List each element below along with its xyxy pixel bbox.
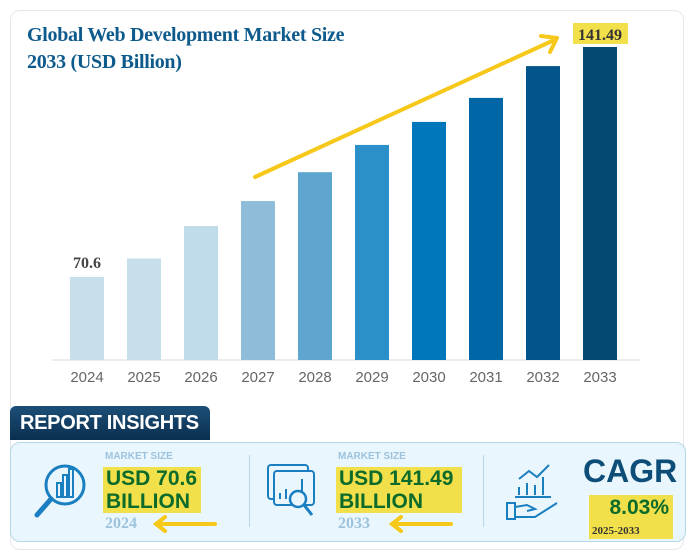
bar-2027 xyxy=(241,201,275,360)
bar-2025 xyxy=(127,258,161,360)
trend-arrowhead-icon xyxy=(539,34,559,54)
market-size-2024-value: USD 70.6 BILLION xyxy=(103,467,201,513)
bar-2030 xyxy=(412,121,446,360)
data-label-highlight xyxy=(573,23,628,44)
x-tick-label: 2024 xyxy=(70,369,103,386)
chart-title: Global Web Development Market Size 2033 … xyxy=(27,22,344,76)
cagr-value: 8.03% xyxy=(609,496,669,519)
title-line-2: 2033 (USD Billion) xyxy=(27,51,182,73)
browser-analytics-icon xyxy=(267,464,315,516)
cagr-period: 2025-2033 xyxy=(592,525,640,537)
insights-panel: MARKET SIZE USD 70.6 BILLION 2024 MARKET… xyxy=(10,442,686,542)
bar-2033 xyxy=(583,47,617,360)
bar-2032 xyxy=(526,66,560,361)
title-line-1: Global Web Development Market Size xyxy=(27,24,345,46)
x-tick-label: 2033 xyxy=(583,369,616,386)
data-label-first: 70.6 xyxy=(73,255,101,272)
market-size-label: MARKET SIZE xyxy=(105,451,173,462)
bar-2028 xyxy=(298,172,332,360)
report-insights-header: REPORT INSIGHTS xyxy=(10,406,210,440)
x-tick-label: 2028 xyxy=(298,369,331,386)
x-tick-label: 2029 xyxy=(355,369,388,386)
bar-2029 xyxy=(355,144,389,360)
value-line-1: USD 141.49 xyxy=(339,467,454,490)
divider xyxy=(249,455,250,527)
x-tick-label: 2027 xyxy=(241,369,274,386)
trend-arrow-icon xyxy=(253,39,554,179)
chart-card xyxy=(10,10,684,550)
x-tick-label: 2030 xyxy=(412,369,445,386)
bar-2031 xyxy=(469,97,503,361)
x-tick-label: 2025 xyxy=(127,369,160,386)
x-tick-label: 2026 xyxy=(184,369,217,386)
bar-2026 xyxy=(184,226,218,360)
value-line-2: BILLION xyxy=(106,490,190,513)
cagr-label: CAGR xyxy=(583,453,678,489)
divider xyxy=(483,455,484,527)
cagr-highlight: 8.03% 2025-2033 xyxy=(589,495,673,539)
data-label-last: 141.49 xyxy=(578,27,622,44)
market-size-2033-value: USD 141.49 BILLION xyxy=(336,467,462,513)
bar-chart: 2024 2025 2026 2027 2028 2029 2030 2031 2032 2033… xyxy=(52,23,640,386)
year-label: 2024 xyxy=(105,515,137,532)
value-line-2: BILLION xyxy=(339,490,423,513)
x-tick-label: 2031 xyxy=(469,369,502,386)
arrow-left-icon xyxy=(388,515,453,533)
hand-growth-chart-icon xyxy=(506,464,558,520)
market-size-label: MARKET SIZE xyxy=(338,451,406,462)
bar-2024 xyxy=(70,276,104,360)
magnifier-chart-icon xyxy=(34,464,86,518)
year-label: 2033 xyxy=(338,515,370,532)
arrow-left-icon xyxy=(152,515,217,533)
value-line-1: USD 70.6 xyxy=(106,467,198,490)
x-tick-label: 2032 xyxy=(526,369,559,386)
